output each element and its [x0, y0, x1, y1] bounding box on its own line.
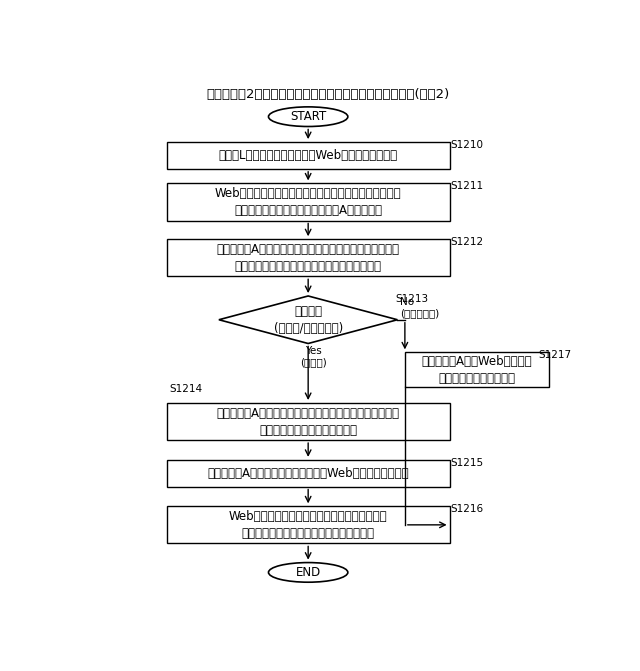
Bar: [167, 239, 449, 276]
Text: S1210: S1210: [451, 140, 483, 150]
Bar: [167, 142, 449, 169]
Text: S1216: S1216: [451, 504, 484, 514]
Text: No
(満たさない): No (満たさない): [400, 297, 439, 319]
Text: 判定結果
(満たす/満たさない): 判定結果 (満たす/満たさない): [273, 305, 343, 335]
Text: Yes
(満たす): Yes (満たす): [300, 346, 326, 367]
Bar: [167, 403, 449, 440]
Bar: [167, 183, 449, 221]
Text: 署名サーバAは、Webアプリに
署名を発行しないと回答: 署名サーバAは、Webアプリに 署名を発行しないと回答: [422, 355, 532, 385]
Text: 署名サーバAは、受け取ったアクセストークンに対応する
取引情報の電子署名を作成する: 署名サーバAは、受け取ったアクセストークンに対応する 取引情報の電子署名を作成す…: [217, 407, 399, 437]
Text: 実施の形態2にかかる取引処理の例を示すフローチャート(その2): 実施の形態2にかかる取引処理の例を示すフローチャート(その2): [206, 89, 450, 101]
Text: S1214: S1214: [170, 384, 202, 394]
Text: S1212: S1212: [451, 237, 484, 247]
Text: S1215: S1215: [451, 458, 484, 468]
Text: S1217: S1217: [539, 350, 572, 360]
Text: Webアプリは、受け取った電子署名を添付し、
送金取引をブロックチェーン上で発行する: Webアプリは、受け取った電子署名を添付し、 送金取引をブロックチェーン上で発行…: [229, 510, 387, 540]
Text: 署名サーバAは、取引情報が、アクセストークンに紐付く
許可範囲付き許可ルールを満たすか否かを判定: 署名サーバAは、取引情報が、アクセストークンに紐付く 許可範囲付き許可ルールを満…: [217, 243, 399, 272]
Text: S1213: S1213: [395, 294, 428, 304]
Text: S1211: S1211: [451, 181, 484, 191]
Bar: [405, 352, 548, 387]
Bar: [167, 506, 449, 544]
Text: 署名サーバAは、作成した電子署名をWebアプリに送付する: 署名サーバAは、作成した電子署名をWebアプリに送付する: [207, 467, 409, 480]
Text: 利用者Lは、送金リクエストをWebアプリに送付する: 利用者Lは、送金リクエストをWebアプリに送付する: [219, 149, 397, 162]
Text: END: END: [296, 566, 321, 579]
Text: START: START: [290, 110, 326, 123]
Text: Webアプリは、送付されたアクセストークンを添付し、
署名発行リクエストを署名サーバAに送付する: Webアプリは、送付されたアクセストークンを添付し、 署名発行リクエストを署名サ…: [215, 187, 401, 217]
Bar: [167, 460, 449, 486]
